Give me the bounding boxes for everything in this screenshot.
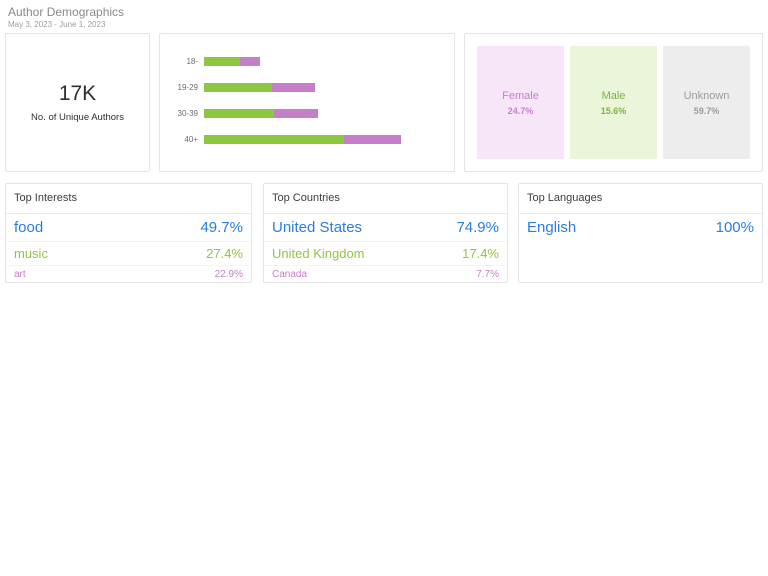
gender-value: 24.7% xyxy=(507,105,534,116)
interest-value: 49.7% xyxy=(200,219,243,236)
interest-label: art xyxy=(14,269,26,280)
gender-label: Male xyxy=(601,89,626,102)
age-distribution-card: 18- 19-29 30-39 40+ xyxy=(159,33,455,172)
unique-authors-label: No. of Unique Authors xyxy=(31,112,124,123)
interest-row-food[interactable]: food 49.7% xyxy=(6,214,251,242)
age-bar-row: 30-39 xyxy=(166,100,444,126)
age-bar-male-segment xyxy=(204,134,344,144)
age-bar-male-segment xyxy=(204,82,272,92)
page-title: Author Demographics xyxy=(8,5,125,19)
country-value: 7.7% xyxy=(476,269,499,280)
age-group-label: 19-29 xyxy=(177,82,198,92)
country-label: United Kingdom xyxy=(272,246,365,261)
gender-value: 15.6% xyxy=(600,105,627,116)
top-languages-panel: Top Languages English 100% xyxy=(518,183,763,283)
age-bar-row: 18- xyxy=(166,48,444,74)
language-row-english[interactable]: English 100% xyxy=(519,214,762,241)
language-label: English xyxy=(527,219,577,236)
age-group-label: 40+ xyxy=(184,134,198,144)
age-bar-male-segment xyxy=(204,108,274,118)
interest-label: food xyxy=(14,219,44,236)
gender-box-unknown: Unknown 59.7% xyxy=(663,46,750,159)
interest-row-art[interactable]: art 22.9% xyxy=(6,266,251,283)
gender-label: Unknown xyxy=(683,89,730,102)
age-bar-female-segment xyxy=(272,82,315,92)
age-bar-row: 19-29 xyxy=(166,74,444,100)
age-bar-female-segment xyxy=(344,134,401,144)
country-row-canada[interactable]: Canada 7.7% xyxy=(264,266,507,283)
language-value: 100% xyxy=(715,219,754,236)
date-range: May 3, 2023 - June 1, 2023 xyxy=(8,20,106,29)
age-bar-male-segment xyxy=(204,56,240,66)
country-row-united-kingdom[interactable]: United Kingdom 17.4% xyxy=(264,242,507,266)
gender-value: 59.7% xyxy=(693,105,720,116)
unique-authors-value: 17K xyxy=(58,82,97,105)
top-interests-panel: Top Interests food 49.7% music 27.4% art… xyxy=(5,183,252,283)
age-group-label: 30-39 xyxy=(177,108,198,118)
top-countries-panel: Top Countries United States 74.9% United… xyxy=(263,183,508,283)
age-bar-female-segment xyxy=(274,108,318,118)
age-bar-row: 40+ xyxy=(166,126,444,152)
country-value: 74.9% xyxy=(456,219,499,236)
country-label: United States xyxy=(272,219,363,236)
interest-label: music xyxy=(14,246,48,261)
panel-title: Top Interests xyxy=(6,184,251,214)
unique-authors-card: 17K No. of Unique Authors xyxy=(5,33,150,172)
gender-breakdown-card: Female 24.7% Male 15.6% Unknown 59.7% xyxy=(464,33,763,172)
interest-value: 27.4% xyxy=(206,246,243,261)
interest-value: 22.9% xyxy=(214,269,243,280)
country-row-united-states[interactable]: United States 74.9% xyxy=(264,214,507,242)
panel-title: Top Countries xyxy=(264,184,507,214)
age-group-label: 18- xyxy=(186,56,198,66)
interest-row-music[interactable]: music 27.4% xyxy=(6,242,251,266)
gender-label: Female xyxy=(502,89,539,102)
country-value: 17.4% xyxy=(462,246,499,261)
gender-box-female: Female 24.7% xyxy=(477,46,564,159)
gender-box-male: Male 15.6% xyxy=(570,46,657,159)
age-bar-female-segment xyxy=(240,56,260,66)
panel-title: Top Languages xyxy=(519,184,762,214)
country-label: Canada xyxy=(272,269,308,280)
